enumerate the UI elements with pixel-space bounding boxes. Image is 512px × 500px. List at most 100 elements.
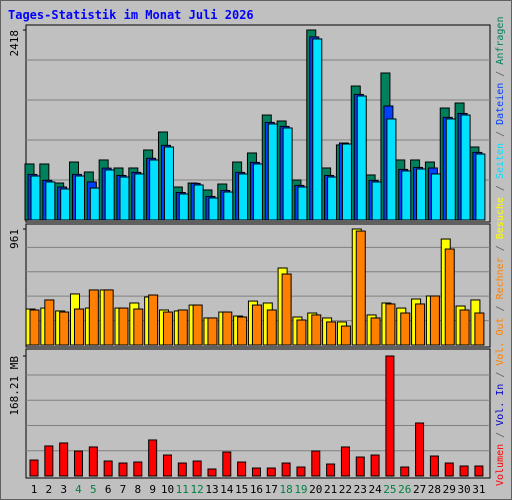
bar xyxy=(415,303,426,346)
legend-separator: / xyxy=(495,305,506,311)
bar xyxy=(459,465,469,477)
bar xyxy=(429,295,440,346)
bar xyxy=(475,153,486,221)
x-tick-label: 11 xyxy=(176,483,189,496)
bar xyxy=(118,462,128,477)
bar xyxy=(208,197,219,221)
x-tick-label: 13 xyxy=(205,483,218,496)
legend-item: Besuche xyxy=(495,197,506,239)
x-tick-label: 18 xyxy=(279,483,292,496)
x-tick-label: 5 xyxy=(90,483,97,496)
bar xyxy=(355,456,365,477)
x-tick-label: 22 xyxy=(339,483,352,496)
bar xyxy=(251,304,262,346)
bar xyxy=(266,467,276,477)
legend-separator: / xyxy=(495,432,506,438)
bar xyxy=(148,439,158,477)
x-tick-label: 29 xyxy=(443,483,456,496)
bar xyxy=(252,163,263,221)
bar xyxy=(177,462,187,477)
bar xyxy=(430,173,441,221)
bar xyxy=(474,312,485,346)
legend-item: Volumen xyxy=(495,444,506,486)
bar xyxy=(178,193,189,221)
bar xyxy=(474,465,484,477)
bar xyxy=(163,146,174,221)
x-tick-label: 19 xyxy=(294,483,307,496)
bar xyxy=(282,127,293,221)
x-tick-label: 24 xyxy=(368,483,382,496)
bar xyxy=(29,459,39,477)
bar xyxy=(297,186,308,221)
bar xyxy=(119,176,130,221)
x-tick-label: 12 xyxy=(191,483,204,496)
legend-separator: / xyxy=(495,372,506,378)
bar xyxy=(148,294,159,346)
panel xyxy=(25,348,491,479)
legend-item: Anfragen xyxy=(495,17,506,65)
bar xyxy=(238,173,249,221)
bar xyxy=(385,355,395,477)
bar xyxy=(400,312,411,346)
bar xyxy=(429,455,439,477)
bar xyxy=(400,466,410,477)
x-tick-label: 1 xyxy=(31,483,38,496)
x-tick-label: 16 xyxy=(250,483,263,496)
bar xyxy=(416,168,427,221)
x-tick-label: 15 xyxy=(235,483,248,496)
x-tick-label: 23 xyxy=(354,483,367,496)
x-tick-label: 27 xyxy=(413,483,426,496)
bar xyxy=(103,460,113,477)
bar xyxy=(370,454,380,477)
legend-item: Rechner xyxy=(495,257,506,299)
bar xyxy=(222,451,232,477)
legend-item: Vol. In xyxy=(495,384,506,426)
bar xyxy=(162,454,172,477)
bar xyxy=(207,317,218,346)
bar xyxy=(149,159,160,221)
legend-separator: / xyxy=(495,185,506,191)
bar xyxy=(73,450,83,477)
bar xyxy=(59,442,69,477)
bar xyxy=(237,316,248,346)
bar xyxy=(326,321,337,346)
bar xyxy=(103,289,114,346)
legend-item: Dateien xyxy=(495,83,506,125)
bar xyxy=(371,181,382,221)
bar xyxy=(326,463,336,477)
x-tick-label: 21 xyxy=(324,483,337,496)
x-tick-label: 6 xyxy=(105,483,112,496)
y-tick-label: 168.21 MB xyxy=(8,356,21,416)
bar xyxy=(251,467,261,477)
bar xyxy=(59,311,70,346)
x-tick-label: 8 xyxy=(134,483,141,496)
bar xyxy=(162,311,173,346)
bar xyxy=(29,309,40,346)
bar xyxy=(356,95,367,221)
bar xyxy=(415,422,425,477)
y-tick-label: 961 xyxy=(8,229,21,249)
bar xyxy=(355,230,366,346)
bar xyxy=(74,175,85,221)
bar xyxy=(177,309,188,346)
bar xyxy=(223,191,234,221)
bar xyxy=(104,169,115,221)
x-tick-label: 31 xyxy=(472,483,485,496)
bar xyxy=(45,181,56,221)
x-tick-label: 20 xyxy=(309,483,322,496)
bar xyxy=(134,173,145,221)
x-tick-label: 26 xyxy=(398,483,411,496)
x-tick-label: 2 xyxy=(46,483,53,496)
x-tick-label: 7 xyxy=(120,483,127,496)
bar xyxy=(370,317,381,346)
bar xyxy=(237,461,247,477)
legend-separator: / xyxy=(495,131,506,137)
bar xyxy=(222,311,233,346)
bar xyxy=(207,468,217,477)
legend-separator: / xyxy=(495,245,506,251)
bar xyxy=(311,450,321,477)
bar xyxy=(460,114,471,221)
bar xyxy=(30,175,41,221)
bar xyxy=(88,446,98,477)
bar xyxy=(385,303,396,346)
